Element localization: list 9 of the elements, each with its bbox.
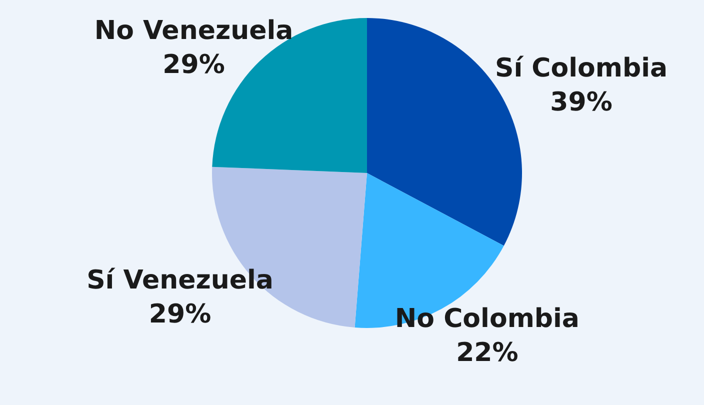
data-label: 39% — [550, 87, 612, 118]
slice-label: Sí Venezuela — [86, 266, 274, 296]
data-label: 29% — [148, 300, 212, 330]
slice-label: No Colombia — [394, 304, 580, 334]
data-label: 22% — [456, 338, 518, 368]
slice-label: No Venezuela — [94, 16, 294, 46]
pie-slice — [367, 18, 522, 246]
data-label: 29% — [162, 50, 225, 80]
slice-label: Sí Colombia — [494, 53, 668, 84]
